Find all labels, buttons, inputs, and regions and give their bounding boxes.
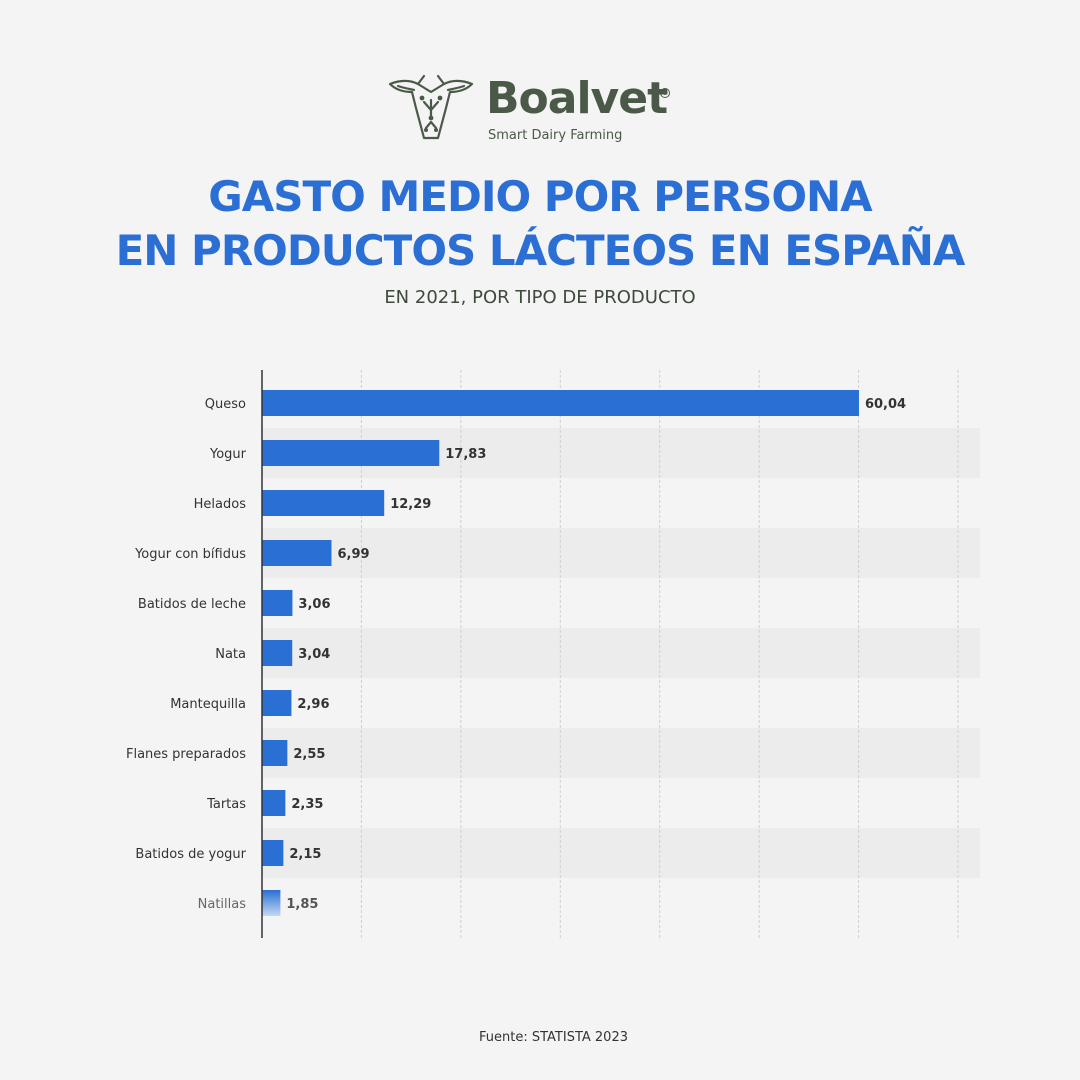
category-label: Batidos de yogur <box>135 847 246 862</box>
value-label: 2,96 <box>297 697 329 712</box>
value-label: 3,06 <box>298 597 330 612</box>
value-label: 2,35 <box>291 797 323 812</box>
row-band <box>262 528 980 578</box>
category-label: Tartas <box>206 797 246 812</box>
row-bands <box>262 428 980 878</box>
category-label: Natillas <box>198 897 247 912</box>
brand-logo: Boalvet ® Smart Dairy Farming <box>388 72 688 148</box>
value-label: 3,04 <box>298 647 330 662</box>
bars <box>262 390 859 916</box>
value-label: 60,04 <box>865 397 906 412</box>
row-band <box>262 728 980 778</box>
category-labels: Queso Yogur Helados Yogur con bífidus Batido… <box>126 397 247 912</box>
bar <box>262 440 440 466</box>
category-label: Flanes preparados <box>126 747 246 762</box>
chart-title-line-2: EN PRODUCTOS LÁCTEOS EN ESPAÑA <box>115 226 966 275</box>
value-label: 2,55 <box>293 747 325 762</box>
brand-tagline: Smart Dairy Farming <box>488 128 623 143</box>
row-band <box>262 628 980 678</box>
registered-mark: ® <box>660 88 670 98</box>
bar <box>262 690 292 716</box>
brand-name: Boalvet <box>486 73 668 124</box>
bar <box>262 590 293 616</box>
bar <box>262 790 286 816</box>
value-labels: 60,04 17,83 12,29 6,99 3,06 3,04 2,96 2,55 2,35 2… <box>286 397 906 912</box>
bar <box>262 490 385 516</box>
category-label: Nata <box>215 647 246 662</box>
cow-head-icon <box>388 74 474 140</box>
row-band <box>262 828 980 878</box>
chart-title: GASTO MEDIO POR PERSONA EN PRODUCTOS LÁC… <box>0 170 1080 278</box>
category-label: Helados <box>194 497 247 512</box>
category-label: Yogur con bífidus <box>134 547 246 562</box>
category-label: Batidos de leche <box>138 597 246 612</box>
bar <box>262 640 293 666</box>
value-label: 17,83 <box>445 447 486 462</box>
chart-subtitle: EN 2021, POR TIPO DE PRODUCTO <box>384 287 696 308</box>
bar <box>262 740 288 766</box>
category-label: Queso <box>205 397 246 412</box>
value-label: 12,29 <box>390 497 431 512</box>
category-label: Mantequilla <box>170 697 246 712</box>
category-label: Yogur <box>209 447 247 462</box>
chart-title-line-1: GASTO MEDIO POR PERSONA <box>208 172 872 221</box>
value-label: 2,15 <box>289 847 321 862</box>
source-note: Fuente: STATISTA 2023 <box>479 1030 628 1045</box>
bar <box>262 390 859 416</box>
bar <box>262 840 284 866</box>
value-label: 6,99 <box>338 547 370 562</box>
bar-chart: Queso Yogur Helados Yogur con bífidus Batido… <box>126 370 980 938</box>
value-label: 1,85 <box>286 897 318 912</box>
bar <box>262 890 281 916</box>
bar <box>262 540 332 566</box>
